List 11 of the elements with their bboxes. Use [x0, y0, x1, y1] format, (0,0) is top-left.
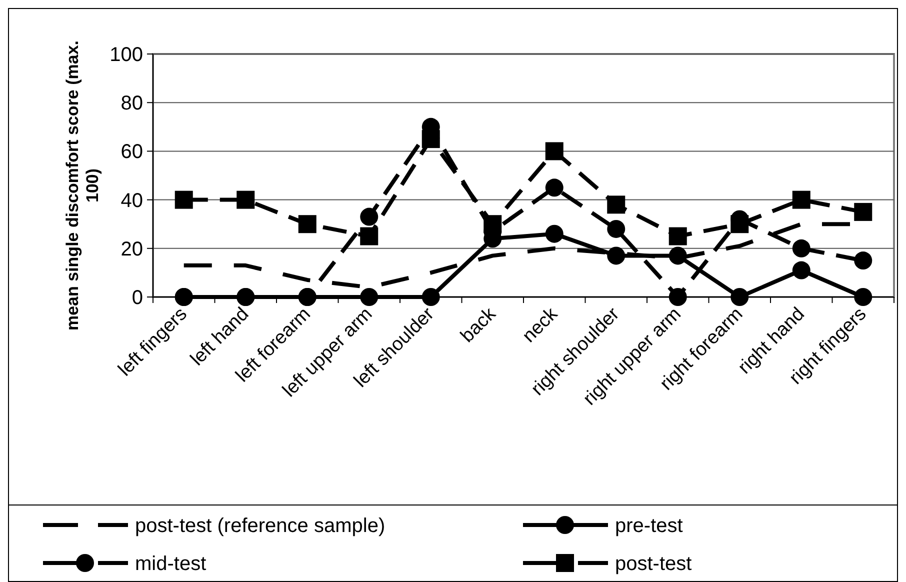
y-tick-label: 0 — [132, 287, 143, 309]
legend-label: post-test — [615, 553, 692, 575]
y-tick-label: 60 — [120, 141, 143, 164]
legend-label: mid-test — [135, 553, 207, 575]
y-axis-title: mean single discomfort score (max. 100) — [62, 40, 102, 331]
y-tick-label: 100 — [110, 44, 143, 66]
legend-label: pre-test — [615, 515, 684, 537]
y-tick-label: 40 — [120, 190, 143, 212]
y-tick-label: 80 — [120, 92, 143, 115]
y-tick-label: 20 — [120, 238, 143, 260]
legend-label: post-test (reference sample) — [135, 515, 386, 537]
